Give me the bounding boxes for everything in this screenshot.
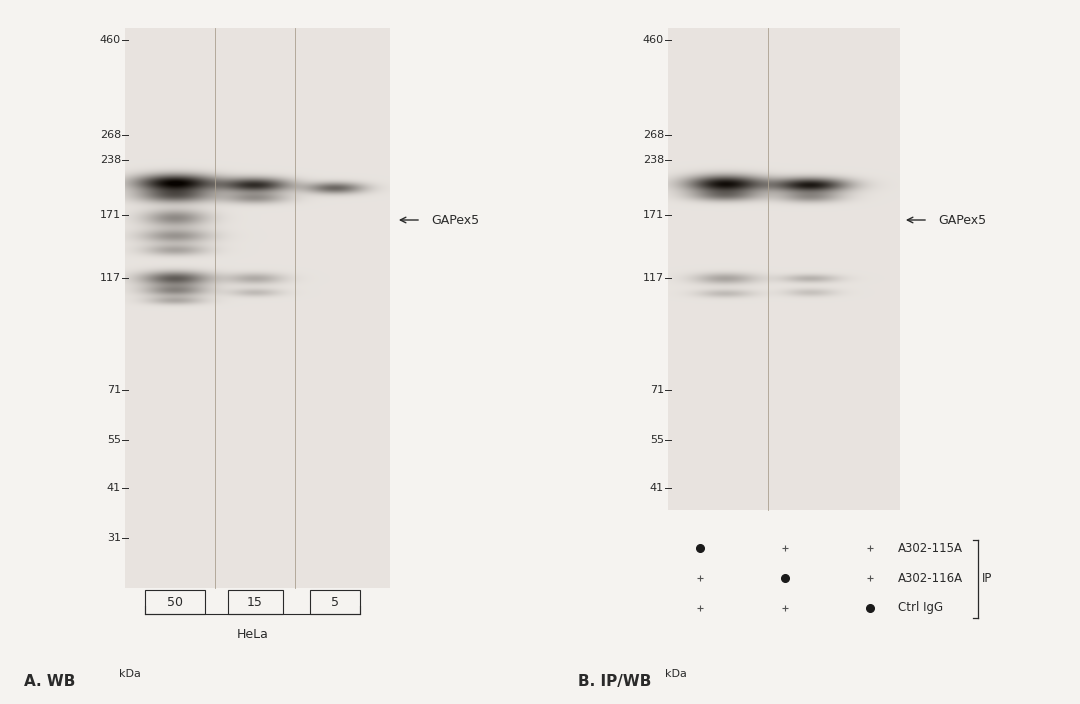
Text: 71: 71 [107, 385, 121, 395]
Text: 71: 71 [650, 385, 664, 395]
Text: 55: 55 [650, 435, 664, 445]
Text: 171: 171 [99, 210, 121, 220]
Text: 41: 41 [650, 483, 664, 493]
Text: 31: 31 [107, 533, 121, 543]
Text: 5: 5 [330, 596, 339, 608]
Text: IP: IP [982, 572, 993, 586]
Text: kDa: kDa [119, 669, 140, 679]
Text: kDa: kDa [665, 669, 687, 679]
Bar [228, 590, 283, 614]
Text: A302-116A: A302-116A [897, 572, 963, 584]
Text: A302-115A: A302-115A [897, 541, 963, 555]
Text: 460: 460 [643, 35, 664, 45]
Text: 460: 460 [99, 35, 121, 45]
Text: GAPex5: GAPex5 [431, 213, 480, 227]
Text: B. IP/WB: B. IP/WB [578, 674, 651, 689]
Text: 171: 171 [643, 210, 664, 220]
Text: Ctrl IgG: Ctrl IgG [897, 601, 943, 615]
Text: 238: 238 [99, 155, 121, 165]
Bar [310, 590, 360, 614]
Text: HeLa: HeLa [237, 628, 269, 641]
Text: 117: 117 [643, 273, 664, 283]
Text: 15: 15 [247, 596, 262, 608]
Text: 55: 55 [107, 435, 121, 445]
Text: 268: 268 [99, 130, 121, 140]
Text: 117: 117 [99, 273, 121, 283]
Text: 41: 41 [107, 483, 121, 493]
Text: GAPex5: GAPex5 [939, 213, 986, 227]
Bar [145, 590, 205, 614]
Text: A. WB: A. WB [24, 674, 76, 689]
Text: 268: 268 [643, 130, 664, 140]
Text: 50: 50 [167, 596, 183, 608]
Text: 238: 238 [643, 155, 664, 165]
